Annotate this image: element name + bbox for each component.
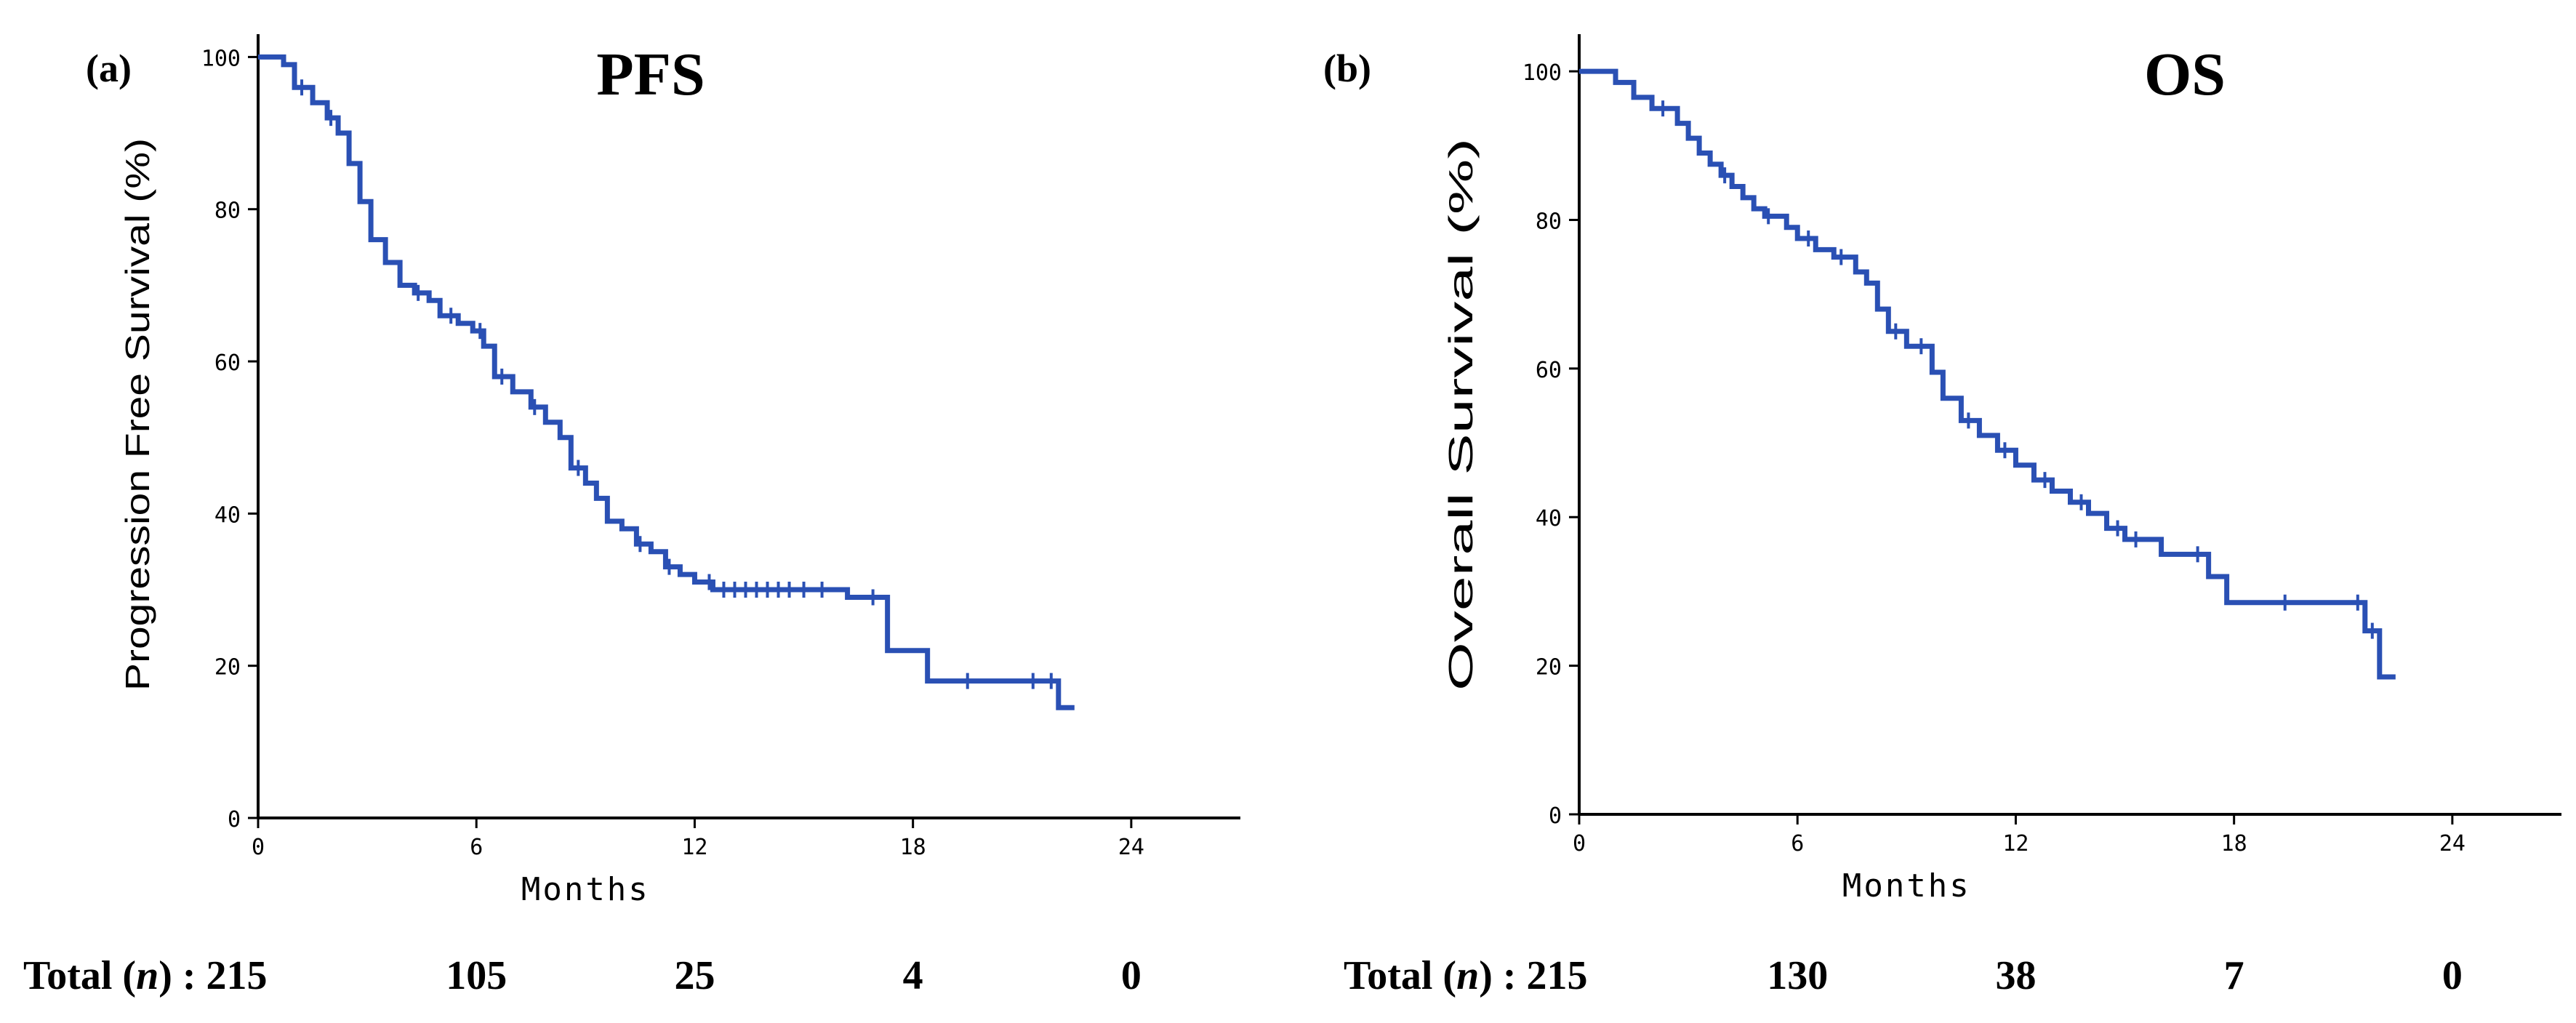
- chart-title: PFS: [596, 41, 705, 108]
- x-tick-label: 24: [2439, 831, 2465, 856]
- survival-curve: [258, 54, 1075, 710]
- y-tick-label: 0: [228, 807, 241, 833]
- y-tick-label: 20: [1536, 655, 1562, 681]
- y-tick-label: 60: [1536, 358, 1562, 383]
- x-tick-label: 12: [2002, 831, 2029, 856]
- x-tick-label: 18: [2221, 831, 2247, 856]
- risk-count-4: 0: [2442, 953, 2463, 998]
- y-tick-label: 0: [1549, 803, 1562, 829]
- x-tick-label: 0: [252, 835, 265, 860]
- risk-count-1: 105: [446, 953, 507, 998]
- x-tick-label: 6: [470, 835, 483, 860]
- y-tick-label: 40: [214, 502, 241, 528]
- chart-panel-2: 0 20 40 60 80 100 0 6 12 18 24 Months Overall Surviv…: [1323, 34, 2561, 998]
- risk-table-label: Total (n) : 215: [23, 953, 268, 998]
- y-tick-label: 80: [214, 198, 241, 224]
- y-axis-label: Progression Free Survival (%): [119, 138, 156, 691]
- x-tick-label: 6: [1791, 831, 1804, 856]
- y-tick-label: 20: [214, 655, 241, 681]
- risk-count-1: 130: [1767, 953, 1828, 998]
- risk-count-2: 38: [1995, 953, 2036, 998]
- risk-count-4: 0: [1121, 953, 1141, 998]
- x-tick-label: 18: [900, 835, 926, 860]
- x-tick-label: 24: [1118, 835, 1144, 860]
- x-axis-label: Months: [1842, 867, 1971, 904]
- survival-curve: [1579, 68, 2396, 680]
- x-tick-label: 0: [1573, 831, 1586, 856]
- y-tick-label: 60: [214, 350, 241, 376]
- x-axis-label: Months: [521, 871, 650, 908]
- y-axis-label: Overall Survival (%): [1442, 138, 1480, 691]
- panel-label: (a): [86, 47, 132, 90]
- chart-title: OS: [2144, 41, 2226, 108]
- y-tick-label: 40: [1536, 506, 1562, 531]
- risk-count-0: 215: [206, 953, 268, 998]
- y-tick-label: 80: [1536, 209, 1562, 234]
- risk-table-label: Total (n) : 215: [1344, 953, 1588, 998]
- risk-count-0: 215: [1527, 953, 1588, 998]
- y-tick-label: 100: [201, 46, 241, 71]
- risk-count-2: 25: [674, 953, 715, 998]
- x-tick-label: 12: [681, 835, 707, 860]
- panel-label: (b): [1323, 47, 1371, 90]
- risk-count-3: 7: [2224, 953, 2244, 998]
- risk-count-3: 4: [903, 953, 923, 998]
- y-tick-label: 100: [1522, 60, 1562, 86]
